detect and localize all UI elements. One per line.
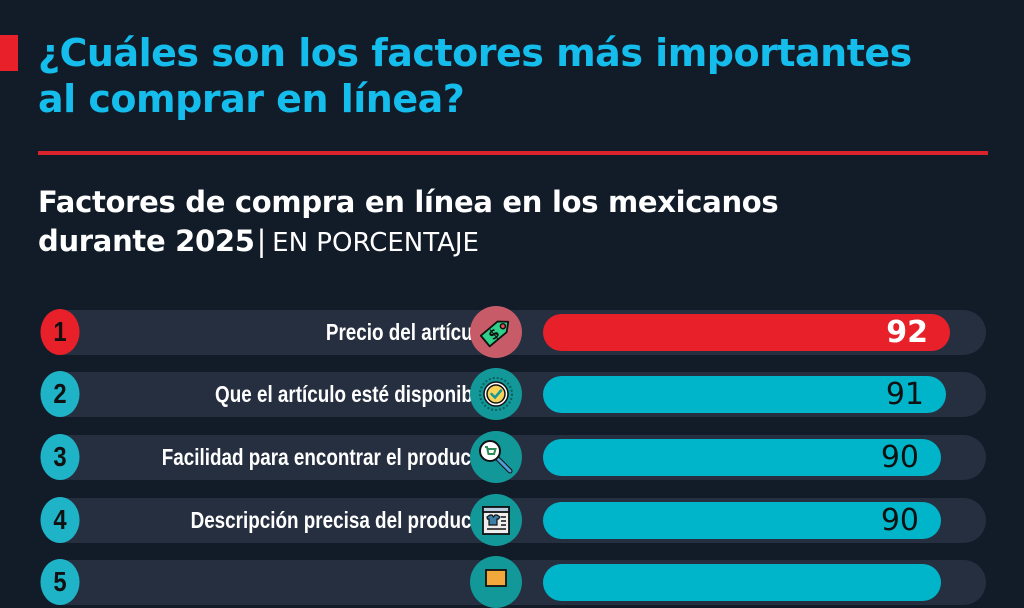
bar-value: 90 xyxy=(880,503,919,538)
row-label: Que el artículo esté disponible xyxy=(215,381,489,407)
rank-badge: 1 xyxy=(40,309,80,355)
subtitle-line-1: Factores de compra en línea en los mexic… xyxy=(38,185,779,219)
subtitle-line-2: durante 2025 xyxy=(38,224,255,258)
title-line-1: ¿Cuáles son los factores más importantes xyxy=(38,31,912,75)
bar-fill: 91 xyxy=(543,376,946,413)
rank-badge: 3 xyxy=(40,434,80,480)
bar-value: 90 xyxy=(880,440,919,475)
title-divider xyxy=(38,151,988,155)
box-icon xyxy=(470,556,522,608)
rank-badge: 4 xyxy=(40,497,80,543)
check-badge-icon xyxy=(470,368,522,420)
unit-label: EN PORCENTAJE xyxy=(272,228,479,258)
bar-value: 91 xyxy=(885,377,924,412)
product-page-icon xyxy=(470,494,522,546)
page-title: ¿Cuáles son los factores más importantes… xyxy=(38,30,912,122)
rank-badge: 2 xyxy=(40,371,80,417)
price-tag-icon: $ xyxy=(470,306,522,358)
rank-badge: 5 xyxy=(40,559,80,605)
title-line-2: al comprar en línea? xyxy=(38,77,465,121)
bar-fill: 90 xyxy=(543,439,941,476)
bar-fill xyxy=(543,564,941,601)
bar-value: 92 xyxy=(886,315,928,350)
bar-fill: 90 xyxy=(543,502,941,539)
row-label: Facilidad para encontrar el producto xyxy=(162,444,489,470)
subtitle-separator: | xyxy=(256,224,267,258)
accent-mark xyxy=(0,35,18,71)
row-label: Precio del artículo xyxy=(325,319,489,345)
chart-subtitle: Factores de compra en línea en los mexic… xyxy=(38,183,779,263)
search-cart-icon xyxy=(470,431,522,483)
bar-fill: 92 xyxy=(543,314,950,351)
row-label: Descripción precisa del producto xyxy=(190,507,489,533)
